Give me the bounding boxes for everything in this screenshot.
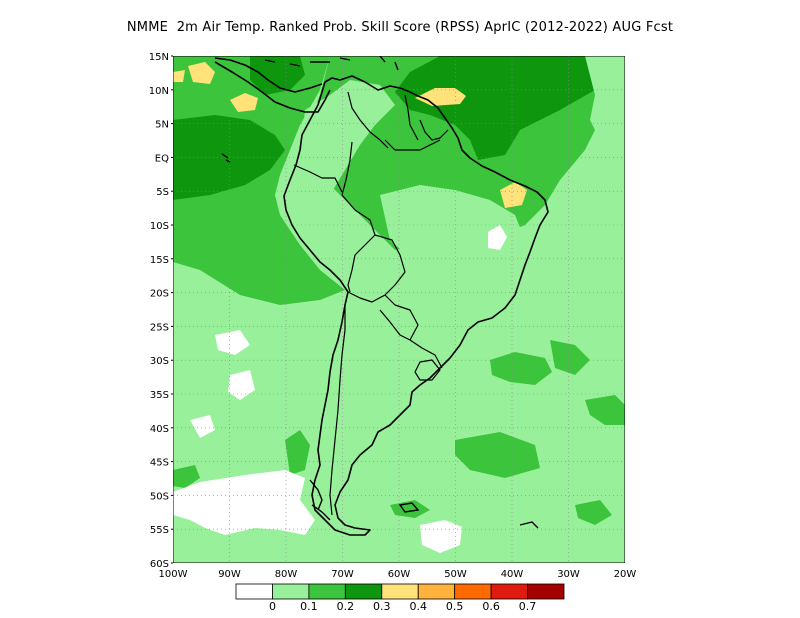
x-axis-ticks: 100W 90W 80W 70W 60W 50W 40W 30W 20W	[159, 569, 637, 580]
field-white-brazil	[488, 225, 507, 250]
field-south-atlantic-patch-6	[575, 500, 612, 525]
field-yellow-ne-brazil	[500, 182, 527, 208]
colorbar-swatch	[490, 583, 528, 600]
map-gridlines	[173, 56, 625, 563]
south-america-coast	[283, 75, 549, 536]
x-tick-label: 90W	[218, 569, 241, 580]
field-eq-pacific-0.3	[250, 56, 305, 95]
y-tick-label: 35S	[150, 390, 169, 401]
border-colombia-venezuela	[347, 91, 389, 149]
field-ne-atlantic-light	[585, 56, 625, 160]
colorbar-label: 0.7	[519, 600, 537, 613]
field-yellow-pacific-1	[188, 62, 215, 84]
y-tick-label: 15N	[149, 52, 169, 63]
y-tick-label: 40S	[150, 424, 169, 435]
y-tick-label: 10N	[149, 86, 169, 97]
colorbar-swatch	[308, 583, 346, 600]
x-tick-label: 20W	[614, 569, 637, 580]
y-tick-label: 25S	[150, 322, 169, 333]
y-tick-label: 55S	[150, 525, 169, 536]
field-south-atlantic-patch-4	[455, 432, 540, 478]
border-bolivia-chile	[347, 291, 386, 303]
y-tick-label: 20S	[150, 289, 169, 300]
field-caribbean-0.3	[395, 56, 600, 160]
y-axis-ticks: 15N 10N 5N EQ 5S 10S 15S 20S 25S 30S 35S 40S 45S 50S 5…	[149, 52, 173, 570]
colorbar-swatch	[235, 583, 273, 600]
rpss-field	[173, 56, 625, 563]
border-ecuador-peru	[293, 164, 343, 193]
field-white-pacific-mid-2	[228, 370, 255, 400]
x-tick-label: 80W	[275, 569, 298, 580]
colorbar-label: 0.6	[482, 600, 500, 613]
coastlines	[214, 57, 549, 536]
central-america-coast	[214, 61, 331, 113]
y-tick-label: 60S	[150, 559, 169, 570]
colorbar-label: 0.1	[300, 600, 318, 613]
border-colombia-brazil	[341, 141, 353, 196]
field-white-south-pacific	[173, 470, 315, 535]
colorbar-swatch	[417, 583, 456, 600]
falklands	[398, 502, 420, 513]
south-georgia	[519, 521, 539, 529]
x-tick-label: 50W	[444, 569, 467, 580]
border-venezuela-guyana	[404, 94, 419, 141]
border-uruguay	[414, 359, 441, 381]
colorbar-label: 0.3	[373, 600, 391, 613]
y-tick-label: 30S	[150, 356, 169, 367]
y-tick-label: 15S	[150, 255, 169, 266]
y-tick-label: 45S	[150, 458, 169, 469]
x-tick-label: 60W	[388, 569, 411, 580]
x-tick-label: 30W	[557, 569, 580, 580]
border-peru-bolivia	[347, 254, 356, 293]
colorbar-label: 0	[269, 600, 276, 613]
map-title: NMME 2m Air Temp. Ranked Prob. Skill Sco…	[126, 20, 674, 35]
border-argentina-chile	[329, 305, 346, 516]
y-tick-label: 50S	[150, 491, 169, 502]
field-south-atlantic-patch-2	[550, 340, 590, 375]
border-peru-brazil	[341, 194, 376, 256]
caribbean-islands	[264, 56, 399, 71]
colorbar-swatch	[272, 583, 310, 600]
x-tick-label: 70W	[331, 569, 354, 580]
colorbar-label: 0.5	[446, 600, 464, 613]
x-tick-label: 100W	[159, 569, 188, 580]
colorbar-label: 0.2	[337, 600, 355, 613]
colorbar-label: 0.4	[409, 600, 427, 613]
y-tick-label: EQ	[155, 153, 169, 164]
colorbar: 0 0.1 0.2 0.3 0.4 0.5 0.6 0.7	[235, 583, 565, 613]
y-tick-label: 5N	[155, 120, 169, 131]
galapagos	[221, 153, 231, 163]
border-guianas	[419, 119, 449, 141]
tierra-del-fuego	[309, 479, 331, 521]
small-islands-and-lakes	[221, 56, 539, 529]
colorbar-swatch	[344, 583, 383, 600]
border-argentina-brazil	[409, 339, 443, 369]
country-borders	[293, 91, 449, 516]
y-tick-label: 10S	[150, 221, 169, 232]
field-yellow-caribbean	[415, 88, 466, 106]
x-tick-label: 40W	[501, 569, 524, 580]
field-white-pacific-mid-3	[190, 415, 215, 438]
colorbar-swatch	[454, 583, 492, 600]
field-yellow-pacific-2	[230, 93, 258, 112]
field-south-pacific-patch	[173, 465, 200, 488]
central-america-north-coast	[214, 57, 323, 93]
field-chile-patch	[285, 430, 310, 475]
border-paraguay	[379, 294, 419, 341]
colorbar-swatch	[527, 583, 565, 600]
field-south-atlantic-patch-3	[585, 395, 625, 425]
field-interior-light	[300, 80, 395, 205]
field-white-south-atlantic	[420, 520, 462, 553]
field-white-pacific-mid-1	[215, 330, 250, 355]
border-bolivia-brazil	[374, 234, 406, 296]
border-brazil-interior	[384, 139, 441, 151]
field-yellow-west-edge	[173, 70, 185, 82]
colorbar-swatch	[381, 583, 419, 600]
y-tick-label: 5S	[156, 187, 169, 198]
